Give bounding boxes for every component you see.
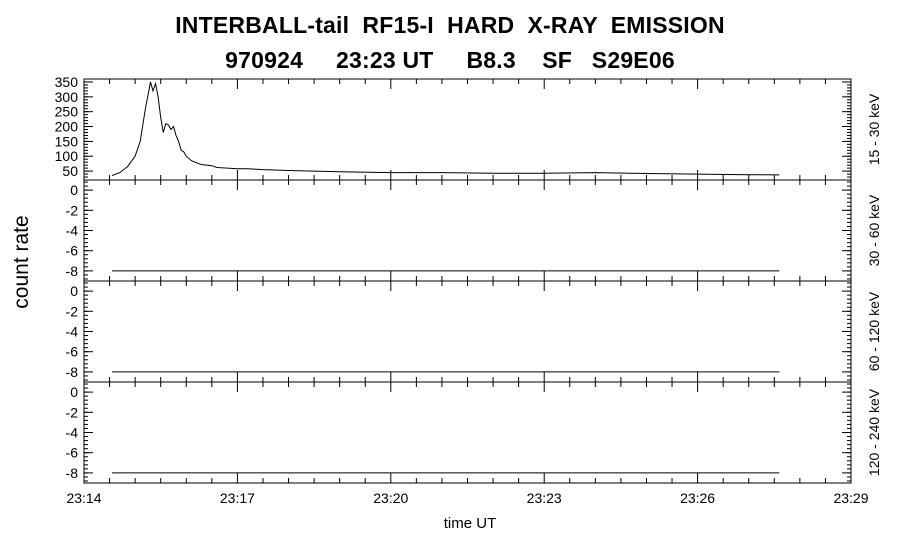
y-tick-label: 350: [55, 74, 79, 90]
x-tick-label: 23:23: [527, 490, 562, 506]
panel-frame: [83, 78, 852, 181]
y-tick-label: -6: [66, 344, 79, 360]
y-tick-label: 100: [55, 148, 79, 164]
panel-2: 0 -2 -4 -6 -8 30 - 60 keV: [66, 179, 882, 282]
y-tick-label: 300: [55, 89, 79, 105]
band-label: 60 - 120 keV: [866, 291, 882, 371]
y-tick-label: -4: [66, 324, 79, 340]
y-tick-label: 200: [55, 119, 79, 135]
x-tick-label: 23:29: [833, 490, 868, 506]
y-tick-label: 250: [55, 104, 79, 120]
y-tick-label: 150: [55, 133, 79, 149]
panel-3: 0 -2 -4 -6 -8 60 - 120 keV: [66, 280, 882, 383]
y-tick-label: -2: [66, 303, 79, 319]
panel-frame: [83, 381, 852, 484]
y-tick-label: -4: [66, 223, 79, 239]
band-label: 30 - 60 keV: [866, 194, 882, 266]
y-axis-label: count rate: [10, 215, 33, 308]
y-tick-label: -8: [66, 465, 79, 481]
x-tick-label: 23:26: [680, 490, 715, 506]
chart-title-line-1: INTERBALL-tail RF15-I HARD X-RAY EMISSIO…: [175, 12, 725, 38]
y-tick-label: -6: [66, 445, 79, 461]
chart-title-line-2: 970924 23:23 UT B8.3 SF S29E06: [225, 47, 675, 73]
y-tick-label: -6: [66, 243, 79, 259]
band-label: 120 - 240 keV: [866, 388, 882, 476]
y-tick-label: -8: [66, 364, 79, 380]
x-tick-label: 23:17: [220, 490, 255, 506]
x-axis: 23:14 23:17 23:20 23:23 23:26 23:29: [66, 490, 868, 506]
x-axis-label: time UT: [444, 515, 497, 532]
x-tick-label: 23:20: [373, 490, 408, 506]
band-label: 15 - 30 keV: [866, 93, 882, 165]
panel-frame: [83, 179, 852, 282]
y-tick-label: -2: [66, 202, 79, 218]
y-tick-label: 0: [70, 283, 78, 299]
y-tick-label: -8: [66, 263, 79, 279]
y-tick-label: 0: [70, 182, 78, 198]
y-tick-label: 50: [62, 163, 78, 179]
y-tick-label: -4: [66, 425, 79, 441]
y-tick-label: 0: [70, 384, 78, 400]
x-tick-label: 23:14: [66, 490, 101, 506]
panel-4: 0 -2 -4 -6 -8 120 - 240 keV: [66, 381, 882, 484]
panel-frame: [83, 280, 852, 383]
y-tick-label: -2: [66, 404, 79, 420]
series-line-1: [111, 81, 780, 176]
